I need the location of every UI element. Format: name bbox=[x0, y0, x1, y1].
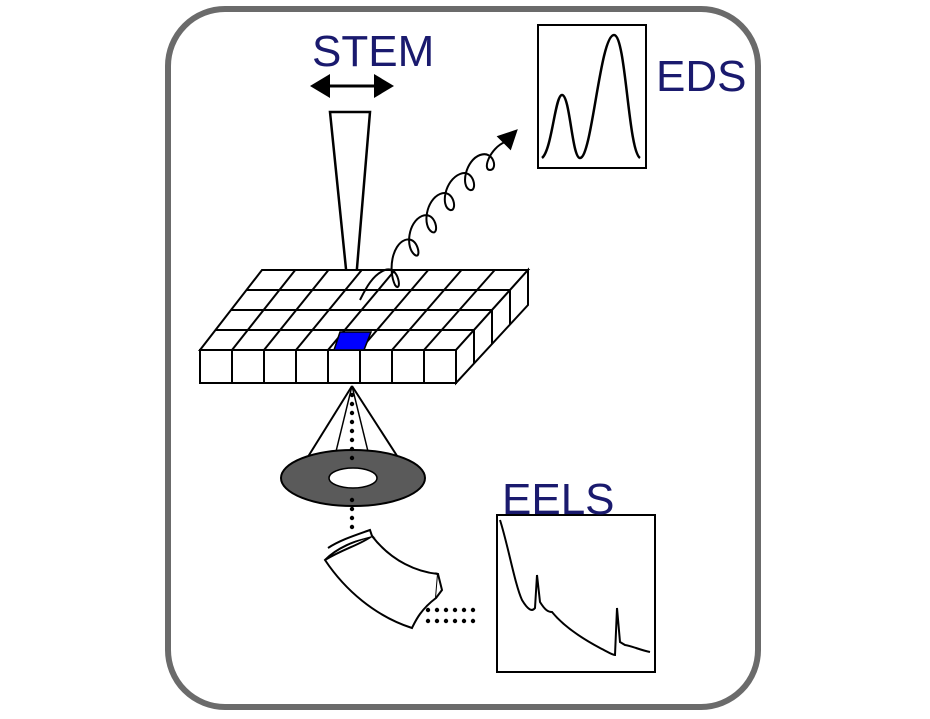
beam-dots bbox=[349, 392, 355, 530]
grid-lines bbox=[215, 269, 511, 383]
eels-dot bbox=[443, 607, 449, 613]
eels-dot bbox=[443, 618, 449, 624]
beam-dot bbox=[349, 419, 355, 425]
eels-dot bbox=[434, 607, 440, 613]
eds-label: EDS bbox=[656, 52, 747, 101]
beam-dot bbox=[349, 524, 355, 530]
electron-probe-cone bbox=[328, 110, 372, 329]
annular-detector bbox=[280, 449, 426, 507]
eels-spectrum bbox=[496, 514, 656, 673]
eels-dot bbox=[425, 618, 431, 624]
beam-dot bbox=[349, 401, 355, 407]
beam-dot bbox=[349, 410, 355, 416]
eels-dot bbox=[461, 618, 467, 624]
eels-dot bbox=[452, 618, 458, 624]
stem-label: STEM bbox=[312, 27, 435, 76]
beam-dot bbox=[349, 392, 355, 398]
beam-dot bbox=[349, 437, 355, 443]
eels-dot bbox=[461, 607, 467, 613]
beam-dot bbox=[349, 446, 355, 452]
beam-dot bbox=[349, 506, 355, 512]
eels-dot bbox=[425, 607, 431, 613]
eels-dot bbox=[470, 607, 476, 613]
beam-dot bbox=[349, 455, 355, 461]
probe-pixel bbox=[332, 331, 373, 351]
eels-dot bbox=[434, 618, 440, 624]
eels-dot bbox=[470, 618, 476, 624]
eels-dot bbox=[452, 607, 458, 613]
beam-dot bbox=[349, 515, 355, 521]
spectrometer-magnet bbox=[323, 528, 444, 630]
eels-dots bbox=[425, 607, 476, 624]
beam-dot bbox=[349, 428, 355, 434]
eds-spectrum bbox=[537, 24, 647, 169]
eels-label: EELS bbox=[502, 475, 615, 524]
xray-wave bbox=[359, 129, 518, 301]
beam-dot bbox=[349, 497, 355, 503]
scan-arrow bbox=[310, 74, 394, 98]
